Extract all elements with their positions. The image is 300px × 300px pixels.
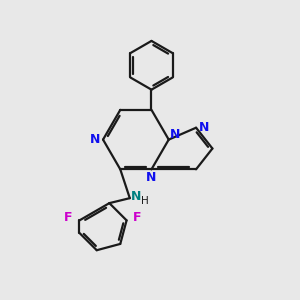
Text: F: F: [64, 211, 73, 224]
Text: F: F: [133, 211, 142, 224]
Text: N: N: [146, 171, 157, 184]
Text: N: N: [199, 121, 210, 134]
Text: N: N: [131, 190, 142, 203]
Text: H: H: [141, 196, 149, 206]
Text: N: N: [170, 128, 181, 141]
Text: N: N: [89, 133, 100, 146]
